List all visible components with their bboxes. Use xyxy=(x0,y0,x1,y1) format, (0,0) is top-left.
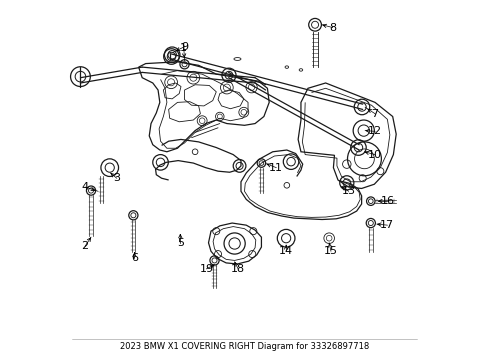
Text: 3: 3 xyxy=(113,173,120,183)
Text: 4: 4 xyxy=(81,182,88,192)
Text: 1: 1 xyxy=(180,43,187,53)
Text: 9: 9 xyxy=(181,42,188,51)
Text: 8: 8 xyxy=(328,23,336,33)
Text: 15: 15 xyxy=(323,246,337,256)
Text: 5: 5 xyxy=(177,238,183,248)
Text: 14: 14 xyxy=(279,246,293,256)
Text: 7: 7 xyxy=(371,109,378,119)
Text: 11: 11 xyxy=(269,163,283,173)
Text: 2: 2 xyxy=(81,241,88,251)
Text: 13: 13 xyxy=(341,186,355,196)
Text: 19: 19 xyxy=(199,264,213,274)
Text: 16: 16 xyxy=(380,196,394,206)
Text: 17: 17 xyxy=(380,220,394,230)
Text: 10: 10 xyxy=(367,150,381,159)
Text: 12: 12 xyxy=(367,126,381,136)
Text: 18: 18 xyxy=(231,264,244,274)
Text: 2023 BMW X1 COVERING RIGHT Diagram for 33326897718: 2023 BMW X1 COVERING RIGHT Diagram for 3… xyxy=(120,342,368,351)
Text: 6: 6 xyxy=(131,253,138,263)
